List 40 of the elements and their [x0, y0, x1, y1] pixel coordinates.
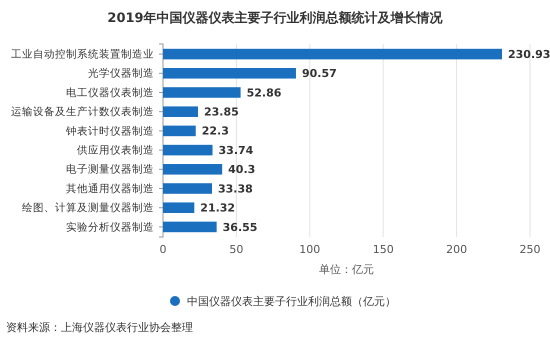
y-tick-label: 其他通用仪器制造	[66, 182, 154, 195]
x-tick-label: 200	[446, 242, 468, 256]
y-tick-label: 实验分析仪器制造	[66, 220, 154, 234]
data-label: 36.55	[222, 220, 258, 234]
y-tick-label: 电工仪器仪表制造	[66, 86, 154, 99]
data-label: 33.38	[218, 182, 253, 196]
bar	[163, 126, 196, 136]
data-label: 90.57	[302, 67, 337, 80]
data-label: 33.74	[218, 144, 254, 157]
y-tick-label: 钟表计时仪器制造	[65, 124, 154, 138]
bar	[163, 106, 198, 117]
bar	[163, 202, 194, 213]
x-tick-label: 0	[160, 242, 166, 256]
chart-title: 2019年中国仪器仪表主要子行业利润总额统计及增长情况	[107, 10, 444, 26]
y-tick-label: 工业自动控制系统装置制造业	[11, 47, 154, 60]
data-label: 21.32	[200, 202, 236, 215]
x-tick-label: 250	[520, 242, 540, 256]
bar	[163, 48, 502, 60]
bar	[163, 68, 296, 79]
y-tick-label: 运输设备及生产计数仪表制造	[11, 105, 154, 118]
bar	[163, 222, 217, 232]
y-tick-label: 绘图、计算及测量仪器制造	[22, 201, 154, 214]
y-tick-label: 光学仪器制造	[88, 66, 154, 80]
bar	[163, 144, 213, 156]
data-label: 22.3	[202, 124, 229, 138]
bar	[163, 164, 222, 175]
y-tick-label: 电子测量仪器制造	[66, 162, 154, 176]
x-tick-label: 100	[299, 242, 320, 256]
data-label: 40.3	[228, 163, 256, 176]
bar	[163, 183, 212, 194]
bar	[163, 87, 241, 98]
text: 资料来源：上海仪器仪表行业协会整理	[6, 321, 193, 334]
x-axis-title: 单位：亿元	[319, 263, 374, 276]
x-tick-label: 150	[372, 242, 394, 256]
data-label: 52.86	[246, 86, 282, 100]
x-tick-label: 50	[229, 242, 244, 256]
data-label: 23.85	[204, 106, 239, 119]
data-label: 230.93	[508, 48, 550, 61]
y-tick-label: 供应用仪表制造	[77, 143, 154, 156]
legend-label: 中国仪器仪表主要子行业利润总额（亿元）	[187, 294, 396, 308]
